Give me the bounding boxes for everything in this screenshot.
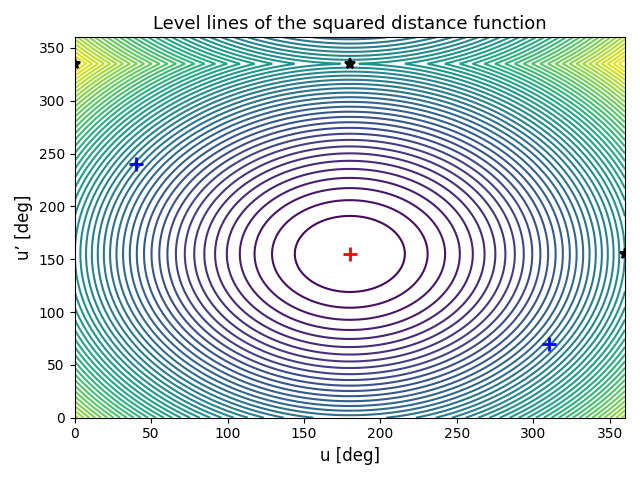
Y-axis label: u’ [deg]: u’ [deg] [15, 195, 33, 260]
Title: Level lines of the squared distance function: Level lines of the squared distance func… [153, 15, 547, 33]
X-axis label: u [deg]: u [deg] [320, 447, 380, 465]
